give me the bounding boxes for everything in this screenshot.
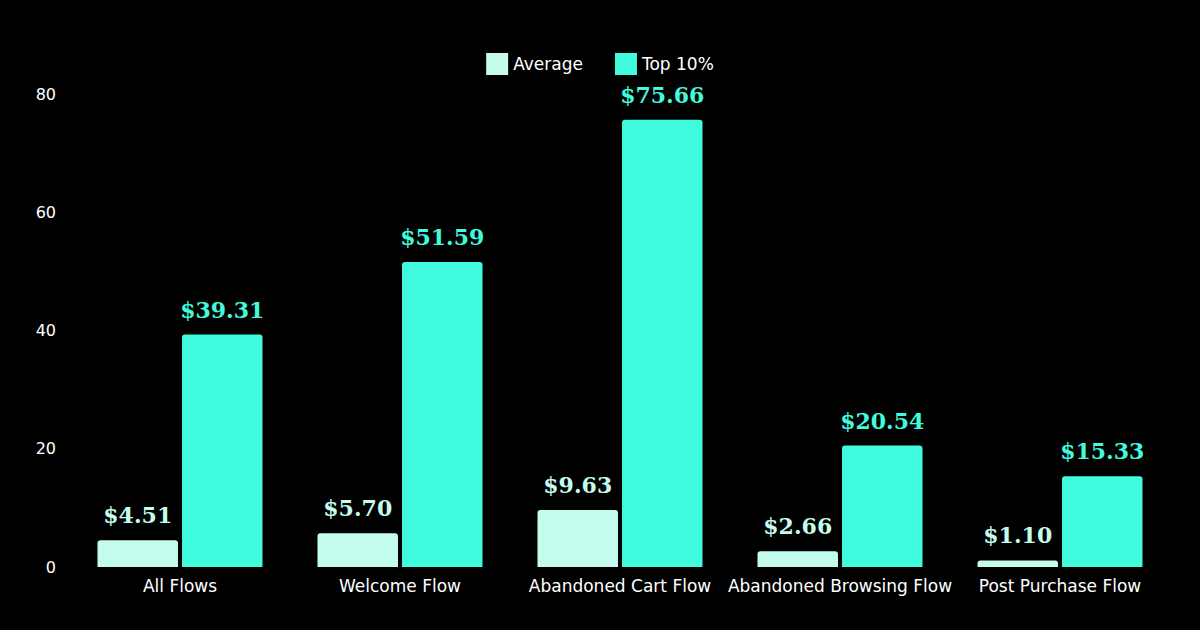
svg-text:0: 0 xyxy=(46,558,56,577)
svg-text:$15.33: $15.33 xyxy=(1060,438,1144,464)
svg-text:$9.63: $9.63 xyxy=(543,472,612,498)
svg-text:$75.66: $75.66 xyxy=(620,82,704,108)
svg-text:$51.59: $51.59 xyxy=(400,224,484,250)
svg-text:20: 20 xyxy=(36,439,56,458)
svg-text:$20.54: $20.54 xyxy=(840,408,924,434)
svg-text:$4.51: $4.51 xyxy=(103,502,172,528)
svg-text:80: 80 xyxy=(36,85,56,104)
svg-text:40: 40 xyxy=(36,321,56,340)
svg-text:$1.10: $1.10 xyxy=(983,522,1052,548)
svg-text:$39.31: $39.31 xyxy=(180,297,264,323)
svg-text:Welcome Flow: Welcome Flow xyxy=(339,576,461,596)
svg-text:Average: Average xyxy=(513,54,583,74)
svg-text:Post Purchase Flow: Post Purchase Flow xyxy=(979,576,1141,596)
svg-text:Abandoned Browsing Flow: Abandoned Browsing Flow xyxy=(728,576,952,596)
svg-text:$5.70: $5.70 xyxy=(323,495,392,521)
svg-text:Top 10%: Top 10% xyxy=(641,54,714,74)
svg-text:$2.66: $2.66 xyxy=(763,513,832,539)
svg-text:All Flows: All Flows xyxy=(143,576,217,596)
svg-text:Abandoned Cart Flow: Abandoned Cart Flow xyxy=(529,576,711,596)
svg-text:60: 60 xyxy=(36,203,56,222)
